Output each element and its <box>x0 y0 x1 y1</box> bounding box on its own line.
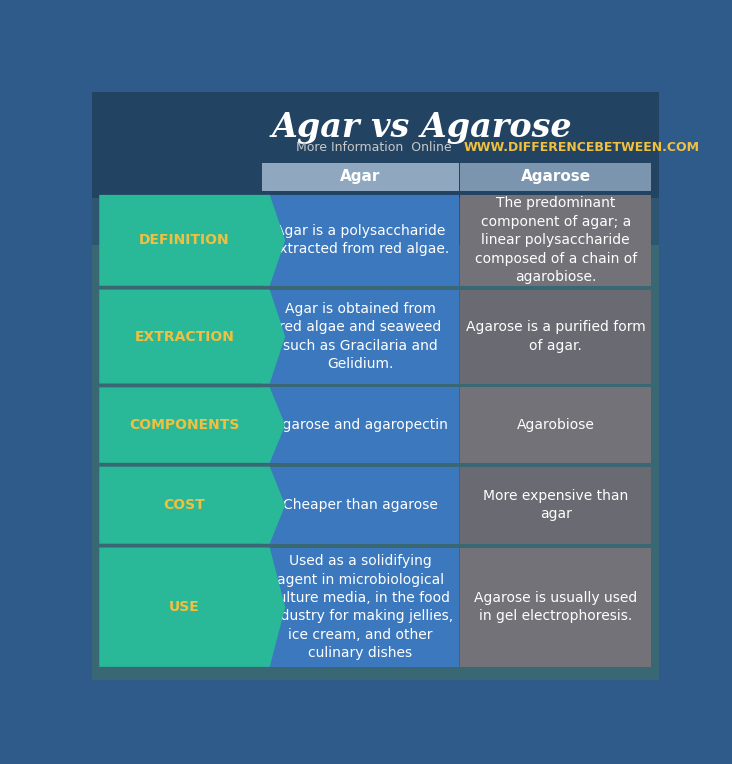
Bar <box>460 195 651 286</box>
Text: Cheaper than agarose: Cheaper than agarose <box>283 498 438 512</box>
Text: Used as a solidifying
agent in microbiological
culture media, in the food
indust: Used as a solidifying agent in microbiol… <box>268 554 453 660</box>
Text: COST: COST <box>164 498 206 512</box>
Polygon shape <box>100 467 285 544</box>
Text: Agarose is a purified form
of agar.: Agarose is a purified form of agar. <box>466 320 646 353</box>
Bar <box>460 290 651 384</box>
Bar <box>460 163 651 191</box>
Bar <box>262 163 459 191</box>
Bar <box>262 548 459 667</box>
Polygon shape <box>100 387 285 463</box>
Text: Agar vs Agarose: Agar vs Agarose <box>272 111 572 144</box>
Text: COMPONENTS: COMPONENTS <box>130 418 239 432</box>
Bar <box>262 387 459 463</box>
Text: USE: USE <box>169 601 200 614</box>
Polygon shape <box>100 290 285 384</box>
Text: EXTRACTION: EXTRACTION <box>135 329 234 344</box>
Bar <box>262 290 459 384</box>
Text: Agarose: Agarose <box>520 170 591 184</box>
Polygon shape <box>100 548 285 667</box>
Bar <box>460 387 651 463</box>
Bar <box>262 467 459 544</box>
Bar <box>460 548 651 667</box>
Text: More Information  Online: More Information Online <box>296 141 460 154</box>
Polygon shape <box>100 195 285 286</box>
Text: Agarose and agaropectin: Agarose and agaropectin <box>273 418 448 432</box>
Bar <box>262 195 459 286</box>
Text: Agar is obtained from
red algae and seaweed
such as Gracilaria and
Gelidium.: Agar is obtained from red algae and seaw… <box>280 302 441 371</box>
Text: The predominant
component of agar; a
linear polysaccharide
composed of a chain o: The predominant component of agar; a lin… <box>474 196 637 284</box>
Bar <box>92 198 659 244</box>
Text: Agarose is usually used
in gel electrophoresis.: Agarose is usually used in gel electroph… <box>474 591 638 623</box>
Bar <box>460 467 651 544</box>
Text: Agar is a polysaccharide
extracted from red algae.: Agar is a polysaccharide extracted from … <box>272 224 449 257</box>
Text: WWW.DIFFERENCEBETWEEN.COM: WWW.DIFFERENCEBETWEEN.COM <box>463 141 700 154</box>
Text: Agar: Agar <box>340 170 381 184</box>
Text: DEFINITION: DEFINITION <box>139 233 230 248</box>
Text: Agarobiose: Agarobiose <box>517 418 594 432</box>
Text: More expensive than
agar: More expensive than agar <box>483 489 628 521</box>
Bar <box>92 92 659 198</box>
